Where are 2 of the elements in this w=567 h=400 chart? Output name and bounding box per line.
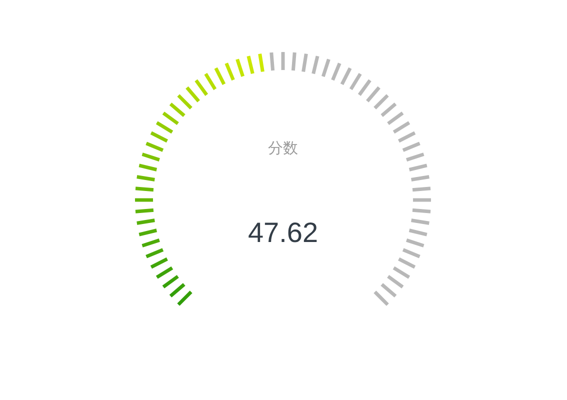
text: 分数 xyxy=(268,139,298,157)
text: 47.62 xyxy=(248,217,318,248)
